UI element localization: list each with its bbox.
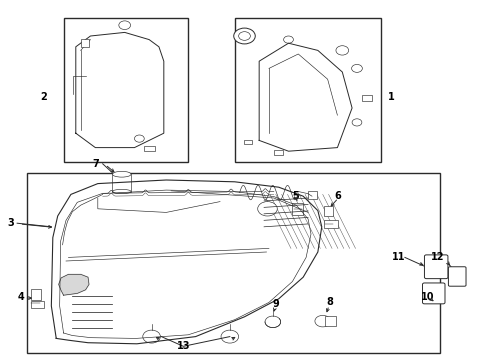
FancyBboxPatch shape bbox=[424, 255, 447, 279]
Circle shape bbox=[351, 119, 361, 126]
Bar bbox=[144, 146, 155, 151]
Text: 7: 7 bbox=[92, 159, 99, 169]
Bar bbox=[325, 316, 335, 326]
Text: 6: 6 bbox=[333, 191, 340, 201]
Polygon shape bbox=[51, 180, 321, 344]
Bar bbox=[323, 220, 338, 228]
Bar bbox=[292, 203, 303, 215]
Bar bbox=[361, 95, 371, 101]
Text: 2: 2 bbox=[41, 92, 47, 102]
Ellipse shape bbox=[112, 189, 131, 194]
Text: 9: 9 bbox=[272, 299, 279, 309]
Text: 8: 8 bbox=[326, 297, 333, 307]
Text: 3: 3 bbox=[7, 218, 14, 228]
Circle shape bbox=[257, 202, 277, 216]
Bar bbox=[31, 289, 41, 300]
Bar bbox=[112, 174, 131, 192]
Circle shape bbox=[314, 315, 330, 327]
Circle shape bbox=[142, 330, 160, 343]
Circle shape bbox=[452, 274, 460, 280]
Bar bbox=[307, 191, 316, 199]
Bar bbox=[273, 150, 282, 155]
Polygon shape bbox=[59, 274, 89, 295]
Text: 10: 10 bbox=[420, 292, 434, 302]
Bar bbox=[27, 173, 439, 353]
Text: 12: 12 bbox=[430, 252, 444, 262]
Polygon shape bbox=[76, 32, 163, 148]
Circle shape bbox=[119, 21, 130, 30]
Polygon shape bbox=[259, 43, 351, 151]
Bar bbox=[244, 140, 252, 144]
Bar bbox=[31, 301, 43, 308]
Bar bbox=[63, 18, 188, 162]
Bar bbox=[234, 18, 381, 162]
Text: 1: 1 bbox=[387, 92, 394, 102]
Circle shape bbox=[283, 36, 293, 43]
Text: 5: 5 bbox=[292, 191, 299, 201]
Text: 11: 11 bbox=[391, 252, 405, 262]
Text: 13: 13 bbox=[176, 341, 190, 351]
Circle shape bbox=[134, 135, 144, 142]
Ellipse shape bbox=[112, 171, 131, 177]
FancyBboxPatch shape bbox=[447, 267, 465, 286]
FancyBboxPatch shape bbox=[422, 283, 444, 304]
Bar bbox=[323, 206, 333, 216]
Circle shape bbox=[264, 316, 280, 328]
Circle shape bbox=[221, 330, 238, 343]
Circle shape bbox=[335, 46, 348, 55]
Circle shape bbox=[233, 28, 255, 44]
Bar bbox=[81, 39, 89, 47]
Circle shape bbox=[238, 32, 250, 40]
Circle shape bbox=[351, 64, 362, 72]
Text: 4: 4 bbox=[18, 292, 24, 302]
